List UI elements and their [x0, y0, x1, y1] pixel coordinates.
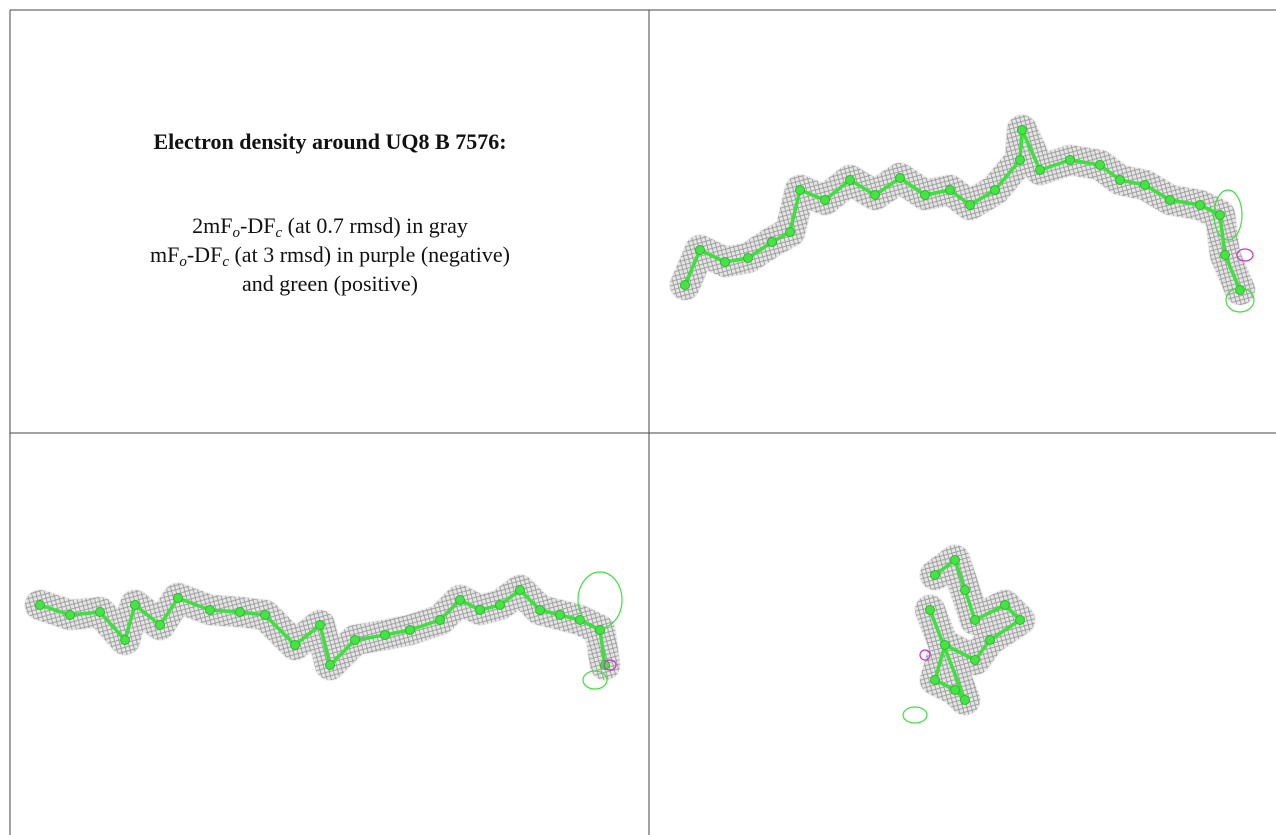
atom	[920, 190, 930, 200]
difference-density	[577, 189, 1255, 724]
atom	[945, 185, 955, 195]
atom	[925, 605, 935, 615]
atom	[595, 625, 605, 635]
atom	[380, 630, 390, 640]
atom	[970, 615, 980, 625]
atom	[990, 185, 1000, 195]
atom	[1195, 200, 1205, 210]
atom	[120, 635, 130, 645]
atom	[845, 175, 855, 185]
text: (at 0.7 rmsd) in gray	[282, 213, 468, 238]
atom	[260, 610, 270, 620]
text: -DF	[186, 242, 223, 267]
atom	[1115, 175, 1125, 185]
atom	[130, 600, 140, 610]
atom	[405, 625, 415, 635]
caption-cell: Electron density around UQ8 B 7576: 2mFo…	[11, 11, 649, 433]
atom	[1000, 600, 1010, 610]
atom	[515, 585, 525, 595]
atom	[1017, 125, 1027, 135]
atom	[205, 605, 215, 615]
subscript: c	[275, 225, 283, 241]
atom	[173, 593, 183, 603]
atom	[95, 607, 105, 617]
density-view-side	[24, 574, 621, 681]
text: and green (positive)	[242, 271, 418, 296]
atom	[743, 253, 753, 263]
atom	[600, 660, 610, 670]
atom	[575, 615, 585, 625]
atom	[767, 237, 777, 247]
atom	[290, 640, 300, 650]
atom	[1065, 155, 1075, 165]
atom	[1215, 210, 1225, 220]
atom	[455, 595, 465, 605]
subscript: o	[179, 254, 187, 270]
atom	[785, 227, 795, 237]
atom	[820, 195, 830, 205]
text: (at 3 rmsd) in purple (negative)	[228, 242, 510, 267]
atom	[1165, 195, 1175, 205]
mesh-outline	[669, 114, 1256, 306]
atom	[940, 640, 950, 650]
caption-line: 2mFo-DFc (at 0.7 rmsd) in gray	[11, 211, 649, 241]
subscript: o	[232, 225, 241, 241]
atom	[235, 607, 245, 617]
text: 2mF	[192, 213, 233, 238]
atom	[680, 280, 690, 290]
atom	[720, 257, 730, 267]
subscript: c	[222, 254, 229, 270]
text: mF	[150, 242, 180, 267]
caption-line: and green (positive)	[11, 269, 649, 298]
caption-body: 2mFo-DFc (at 0.7 rmsd) in gray mFo-DFc (…	[11, 211, 649, 298]
atom	[350, 635, 360, 645]
atom	[1235, 285, 1245, 295]
caption-title: Electron density around UQ8 B 7576:	[153, 129, 507, 154]
density-view-end	[914, 544, 1036, 716]
atom	[950, 685, 960, 695]
atom	[965, 200, 975, 210]
atom	[35, 600, 45, 610]
atom	[795, 185, 805, 195]
caption-line: mFo-DFc (at 3 rmsd) in purple (negative)	[11, 240, 649, 270]
atom	[1220, 250, 1230, 260]
atom	[315, 620, 325, 630]
atom	[985, 635, 995, 645]
atom	[695, 245, 705, 255]
atom	[495, 600, 505, 610]
atom	[950, 555, 960, 565]
atom	[475, 605, 485, 615]
atom	[960, 585, 970, 595]
atom	[870, 190, 880, 200]
atom	[895, 173, 905, 183]
atom	[1015, 615, 1025, 625]
atom	[1095, 160, 1105, 170]
atom	[930, 570, 940, 580]
atom	[65, 610, 75, 620]
density-view-top	[669, 114, 1256, 306]
text: -DF	[240, 213, 276, 238]
atom	[155, 620, 165, 630]
atom	[960, 695, 970, 705]
atom	[970, 655, 980, 665]
atom	[435, 615, 445, 625]
atom	[1015, 155, 1025, 165]
table-borders	[9, 9, 1276, 835]
atom	[325, 660, 335, 670]
atom	[1035, 165, 1045, 175]
atom	[555, 610, 565, 620]
atom	[535, 605, 545, 615]
atom	[930, 675, 940, 685]
atom	[1140, 180, 1150, 190]
